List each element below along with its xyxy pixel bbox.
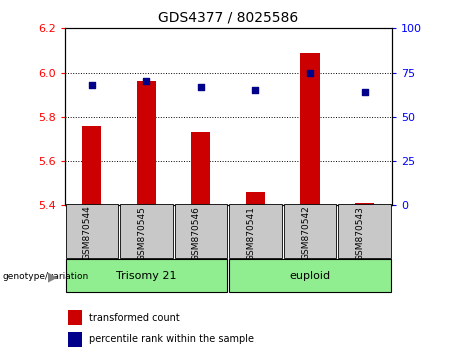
Bar — [355, 203, 374, 205]
Bar — [82, 126, 101, 205]
Bar — [175, 204, 227, 258]
Bar — [137, 81, 156, 205]
Text: Trisomy 21: Trisomy 21 — [116, 271, 177, 281]
Bar — [301, 53, 319, 205]
Text: GSM870541: GSM870541 — [247, 206, 255, 261]
Bar — [338, 204, 391, 258]
Text: ▶: ▶ — [48, 270, 58, 283]
Text: GSM870546: GSM870546 — [192, 206, 201, 261]
Bar — [191, 132, 211, 205]
Bar — [229, 259, 391, 292]
Title: GDS4377 / 8025586: GDS4377 / 8025586 — [158, 10, 298, 24]
Text: transformed count: transformed count — [89, 313, 180, 323]
Bar — [65, 259, 227, 292]
Bar — [284, 204, 336, 258]
Text: genotype/variation: genotype/variation — [2, 272, 89, 281]
Text: percentile rank within the sample: percentile rank within the sample — [89, 335, 254, 344]
Text: GSM870545: GSM870545 — [137, 206, 146, 261]
Point — [197, 84, 205, 90]
Point — [361, 89, 368, 95]
Point — [88, 82, 95, 88]
Point — [142, 79, 150, 84]
Text: GSM870544: GSM870544 — [83, 206, 92, 261]
Bar — [68, 332, 82, 347]
Text: euploid: euploid — [290, 271, 331, 281]
Bar — [68, 310, 82, 325]
Text: GSM870543: GSM870543 — [355, 206, 365, 261]
Bar — [229, 204, 282, 258]
Point — [306, 70, 313, 75]
Bar — [246, 192, 265, 205]
Bar — [65, 204, 118, 258]
Bar — [120, 204, 172, 258]
Text: GSM870542: GSM870542 — [301, 206, 310, 261]
Point — [252, 87, 259, 93]
